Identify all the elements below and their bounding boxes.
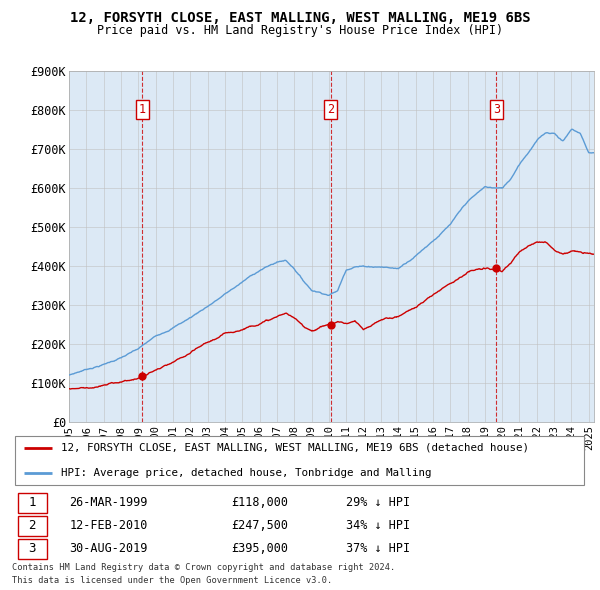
Text: 26-MAR-1999: 26-MAR-1999 — [70, 496, 148, 509]
FancyBboxPatch shape — [18, 493, 47, 513]
Text: 12, FORSYTH CLOSE, EAST MALLING, WEST MALLING, ME19 6BS (detached house): 12, FORSYTH CLOSE, EAST MALLING, WEST MA… — [61, 443, 529, 453]
Text: HPI: Average price, detached house, Tonbridge and Malling: HPI: Average price, detached house, Tonb… — [61, 468, 431, 478]
Text: This data is licensed under the Open Government Licence v3.0.: This data is licensed under the Open Gov… — [12, 576, 332, 585]
FancyBboxPatch shape — [18, 539, 47, 559]
Text: 29% ↓ HPI: 29% ↓ HPI — [346, 496, 410, 509]
Text: 12, FORSYTH CLOSE, EAST MALLING, WEST MALLING, ME19 6BS: 12, FORSYTH CLOSE, EAST MALLING, WEST MA… — [70, 11, 530, 25]
Text: 12-FEB-2010: 12-FEB-2010 — [70, 519, 148, 532]
Text: 1: 1 — [139, 103, 146, 116]
Text: 2: 2 — [28, 519, 36, 532]
Text: 3: 3 — [28, 542, 36, 555]
Text: 3: 3 — [493, 103, 500, 116]
Text: 34% ↓ HPI: 34% ↓ HPI — [346, 519, 410, 532]
FancyBboxPatch shape — [18, 516, 47, 536]
FancyBboxPatch shape — [15, 436, 584, 484]
Text: Price paid vs. HM Land Registry's House Price Index (HPI): Price paid vs. HM Land Registry's House … — [97, 24, 503, 37]
Text: 30-AUG-2019: 30-AUG-2019 — [70, 542, 148, 555]
Text: 37% ↓ HPI: 37% ↓ HPI — [346, 542, 410, 555]
Text: £247,500: £247,500 — [231, 519, 288, 532]
Text: 2: 2 — [328, 103, 335, 116]
Text: £395,000: £395,000 — [231, 542, 288, 555]
Text: 1: 1 — [28, 496, 36, 509]
Text: £118,000: £118,000 — [231, 496, 288, 509]
Text: Contains HM Land Registry data © Crown copyright and database right 2024.: Contains HM Land Registry data © Crown c… — [12, 563, 395, 572]
